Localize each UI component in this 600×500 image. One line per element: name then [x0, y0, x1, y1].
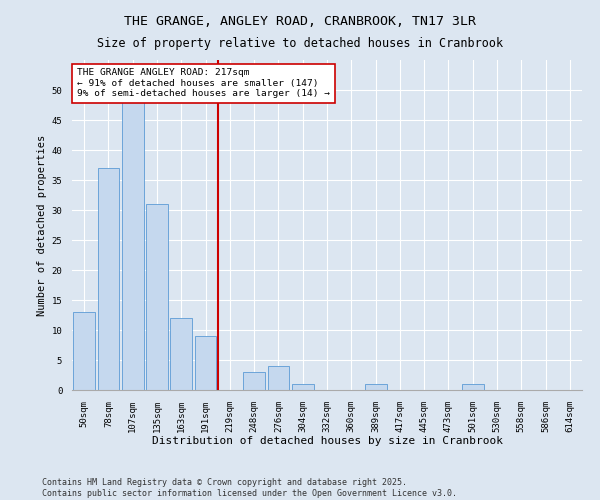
Bar [292, 384, 314, 390]
Bar [365, 384, 386, 390]
Text: Size of property relative to detached houses in Cranbrook: Size of property relative to detached ho… [97, 38, 503, 51]
Bar [243, 372, 265, 390]
Text: THE GRANGE ANGLEY ROAD: 217sqm
← 91% of detached houses are smaller (147)
9% of : THE GRANGE ANGLEY ROAD: 217sqm ← 91% of … [77, 68, 330, 98]
X-axis label: Distribution of detached houses by size in Cranbrook: Distribution of detached houses by size … [151, 436, 503, 446]
Bar [268, 366, 289, 390]
Bar [146, 204, 168, 390]
Y-axis label: Number of detached properties: Number of detached properties [37, 134, 47, 316]
Bar [122, 84, 143, 390]
Bar [97, 168, 119, 390]
Bar [73, 312, 95, 390]
Text: THE GRANGE, ANGLEY ROAD, CRANBROOK, TN17 3LR: THE GRANGE, ANGLEY ROAD, CRANBROOK, TN17… [124, 15, 476, 28]
Bar [194, 336, 217, 390]
Bar [170, 318, 192, 390]
Bar [462, 384, 484, 390]
Text: Contains HM Land Registry data © Crown copyright and database right 2025.
Contai: Contains HM Land Registry data © Crown c… [42, 478, 457, 498]
